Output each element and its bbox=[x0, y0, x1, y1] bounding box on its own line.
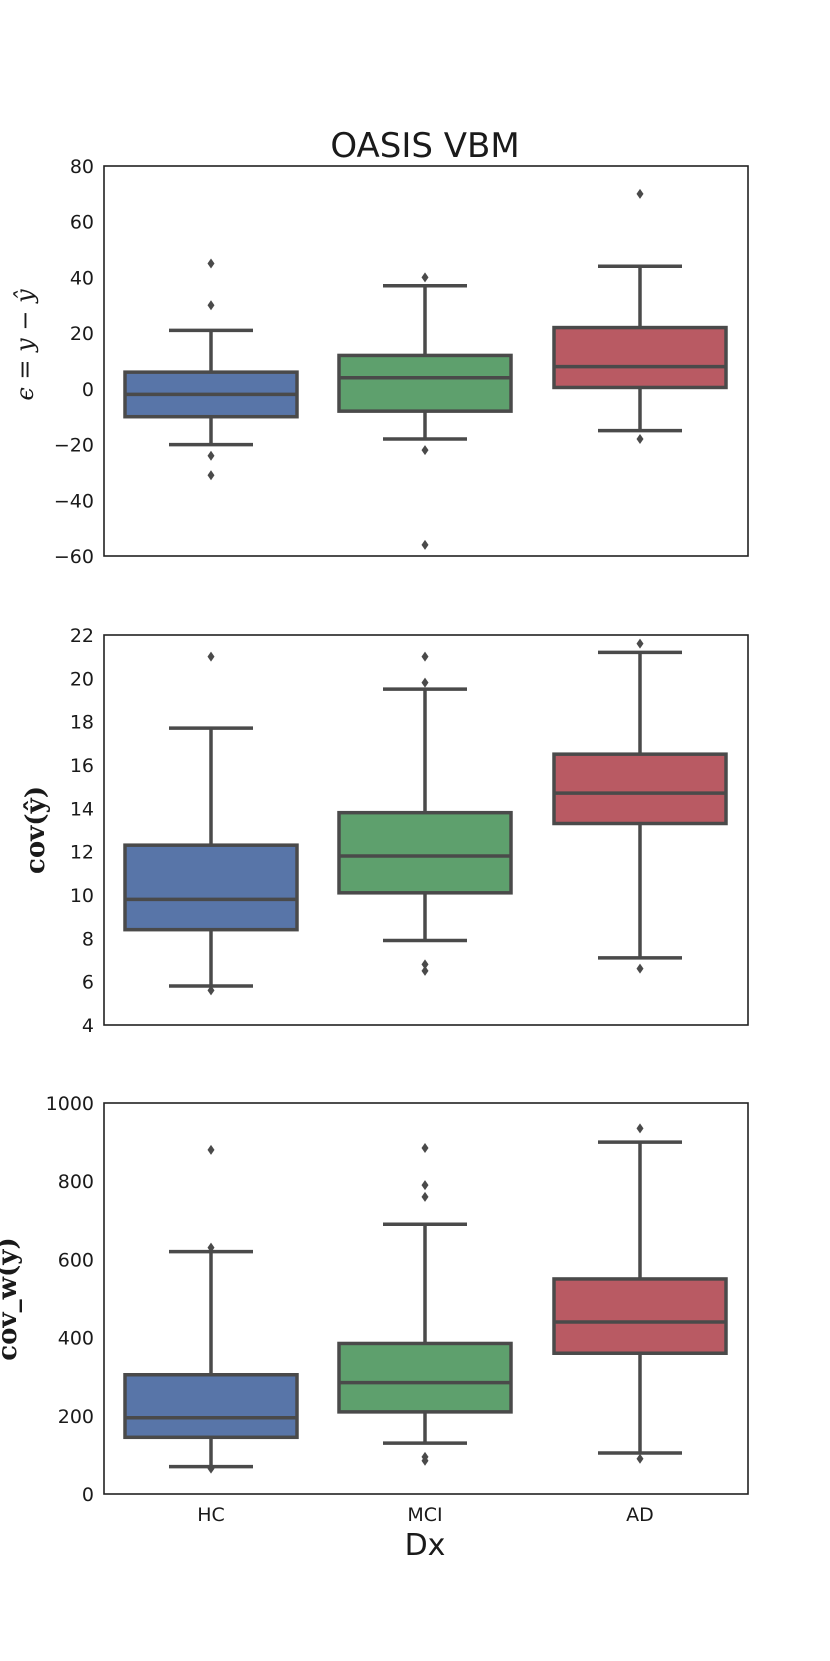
outlier-point bbox=[421, 1180, 429, 1191]
panel-cov: 4 6 8 10 12 14 16 18 20 22 bbox=[70, 625, 749, 1037]
y-tick-label: −60 bbox=[54, 546, 94, 568]
box-hc bbox=[123, 258, 299, 481]
y-tick-label: 20 bbox=[70, 323, 94, 345]
outlier-point bbox=[421, 445, 429, 456]
outlier-point bbox=[207, 985, 215, 996]
box-hc bbox=[123, 651, 299, 996]
panel-cov-weighted: 0 200 400 600 800 1000 bbox=[46, 1093, 749, 1506]
outlier-point bbox=[207, 450, 215, 461]
box-ad bbox=[552, 1123, 728, 1464]
y-tick-label: 16 bbox=[70, 755, 94, 777]
outlier-point bbox=[207, 1242, 215, 1253]
y-tick-label: 18 bbox=[70, 712, 94, 734]
iqr-box bbox=[337, 1341, 513, 1414]
y-tick-label: 600 bbox=[58, 1249, 94, 1271]
ylabel-cov-weighted: cov_w(ŷ) bbox=[0, 1237, 23, 1360]
axes-frame bbox=[103, 1102, 749, 1495]
y-tick-label: 12 bbox=[70, 842, 94, 864]
outlier-point bbox=[636, 963, 644, 974]
y-tick-label: 400 bbox=[58, 1328, 94, 1350]
outlier-point bbox=[421, 959, 429, 970]
x-tick-label-ad: AD bbox=[626, 1504, 654, 1526]
y-tick-label: 60 bbox=[70, 212, 94, 234]
y-tick-label: 20 bbox=[70, 668, 94, 690]
outlier-point bbox=[421, 1191, 429, 1202]
outlier-point bbox=[207, 1463, 215, 1474]
y-tick-label: 1000 bbox=[46, 1093, 94, 1115]
outlier-point bbox=[207, 258, 215, 269]
iqr-box bbox=[337, 810, 513, 895]
y-tick-label: 200 bbox=[58, 1406, 94, 1428]
outlier-point bbox=[421, 1455, 429, 1466]
iqr-box bbox=[123, 843, 299, 932]
box-mci bbox=[337, 272, 513, 550]
x-axis-label: Dx bbox=[405, 1528, 446, 1563]
outlier-point bbox=[207, 300, 215, 311]
iqr-box bbox=[552, 325, 728, 390]
box-ad bbox=[552, 188, 728, 444]
axes-frame bbox=[103, 165, 749, 557]
x-tick-label-hc: HC bbox=[197, 1504, 225, 1526]
outlier-point bbox=[207, 470, 215, 481]
panel-residual: −60 −40 −20 0 20 40 60 80 bbox=[54, 156, 749, 568]
box-mci bbox=[337, 651, 513, 976]
outlier-point bbox=[421, 539, 429, 550]
iqr-box bbox=[337, 353, 513, 413]
iqr-box bbox=[552, 1277, 728, 1355]
y-tick-label: 6 bbox=[82, 972, 94, 994]
x-tick-label-mci: MCI bbox=[407, 1504, 442, 1526]
ylabel-residual: ϵ = y − ŷ bbox=[11, 289, 39, 401]
y-tick-label: 40 bbox=[70, 267, 94, 289]
y-tick-label: 0 bbox=[82, 1484, 94, 1506]
y-tick-label: 10 bbox=[70, 885, 94, 907]
outlier-point bbox=[636, 188, 644, 199]
outlier-point bbox=[207, 1144, 215, 1155]
ylabel-cov: cov(ŷ) bbox=[21, 786, 51, 874]
chart-title: OASIS VBM bbox=[330, 126, 519, 166]
y-tick-label: 80 bbox=[70, 156, 94, 178]
y-tick-label: 4 bbox=[82, 1015, 94, 1037]
outlier-point bbox=[636, 434, 644, 444]
iqr-box bbox=[552, 752, 728, 826]
y-tick-label: 22 bbox=[70, 625, 94, 647]
outlier-point bbox=[636, 1453, 644, 1464]
box-ad bbox=[552, 638, 728, 974]
y-tick-label: 8 bbox=[82, 928, 94, 950]
outlier-point bbox=[636, 1123, 644, 1134]
outlier-point bbox=[636, 638, 644, 649]
box-mci bbox=[337, 1142, 513, 1466]
y-tick-label: 800 bbox=[58, 1171, 94, 1193]
y-tick-label: 0 bbox=[82, 379, 94, 401]
outlier-point bbox=[421, 965, 429, 976]
iqr-box bbox=[123, 1372, 299, 1440]
outlier-point bbox=[207, 651, 215, 662]
outlier-point bbox=[421, 651, 429, 662]
y-tick-label: 14 bbox=[70, 798, 94, 820]
outlier-point bbox=[421, 677, 429, 688]
outlier-point bbox=[421, 272, 429, 283]
y-tick-label: −40 bbox=[54, 490, 94, 512]
box-hc bbox=[123, 1144, 299, 1474]
axes-frame bbox=[103, 634, 749, 1026]
x-tick-labels: HC MCI AD bbox=[197, 1504, 654, 1526]
y-tick-label: −20 bbox=[54, 435, 94, 457]
outlier-point bbox=[421, 1142, 429, 1153]
